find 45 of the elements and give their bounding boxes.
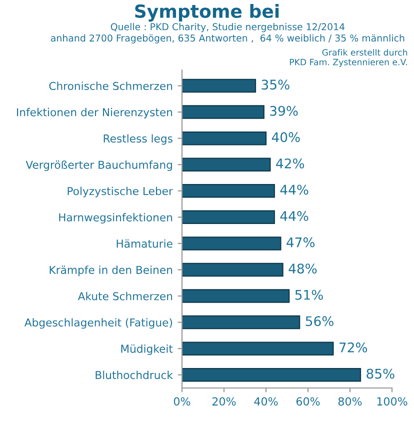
y-tick-label: Vergrößerter Bauchumfang: [26, 160, 172, 171]
bar: [182, 236, 282, 250]
y-tick-label: Hämaturie: [116, 239, 172, 248]
y-tick-label: Bluthochdruck: [96, 370, 173, 380]
data-label: 72%: [340, 342, 368, 352]
x-tick-label: 60%: [296, 397, 320, 406]
bar: [182, 289, 290, 303]
data-label: 48%: [288, 264, 317, 274]
bar: [182, 262, 284, 277]
data-label: 44%: [280, 211, 308, 221]
data-label: 39%: [270, 106, 298, 116]
y-tick-label: Krämpfe in den Beinen: [50, 266, 172, 276]
y-tick-label: Chronische Schmerzen: [49, 82, 172, 90]
x-tick-label: 40%: [254, 397, 278, 406]
data-label: 56%: [306, 316, 334, 326]
x-tick-label: 0%: [174, 397, 190, 406]
data-label: 85%: [366, 368, 394, 379]
chart-title: Symptome bei: [135, 4, 279, 22]
y-tick-label: Harnwegsinfektionen: [59, 213, 172, 224]
data-label: 40%: [272, 132, 300, 142]
data-label: 42%: [276, 158, 304, 168]
data-label: 35%: [262, 80, 290, 90]
bar: [182, 210, 275, 224]
bar: [182, 184, 275, 198]
y-tick-label: Müdigkeit: [121, 344, 173, 355]
chart-subtitle: Quelle : PKD Charity, Studie nergebnisse 12/2014 anhand 2700 Fragebögen, 635 Antworten , 64 % weiblich / 35 % männlich: [50, 23, 404, 44]
text: Grafik erstellt durch PKD Fam. Zystennieren e.V.: [290, 49, 408, 67]
x-tick-label: 80%: [338, 397, 362, 406]
data-label: 47%: [286, 237, 315, 248]
bar: [182, 131, 267, 146]
y-tick-label: Restless legs: [104, 134, 172, 145]
data-label: 51%: [295, 290, 323, 300]
bar: [182, 105, 264, 119]
bar: [182, 368, 362, 382]
x-tick-label: 20%: [212, 397, 236, 406]
y-tick-label: Infektionen der Nierenzysten: [17, 108, 172, 118]
bar: [182, 158, 271, 172]
y-tick-label: Akute Schmerzen: [78, 292, 172, 300]
bar: [182, 315, 300, 330]
bar: [182, 78, 256, 93]
x-tick-label: 100%: [377, 397, 408, 406]
y-tick-label: Polyzystische Leber: [68, 186, 173, 198]
bar: [182, 342, 334, 356]
data-label: 44%: [280, 184, 308, 195]
y-tick-label: Abgeschlagenheit (Fatigue): [24, 318, 172, 329]
